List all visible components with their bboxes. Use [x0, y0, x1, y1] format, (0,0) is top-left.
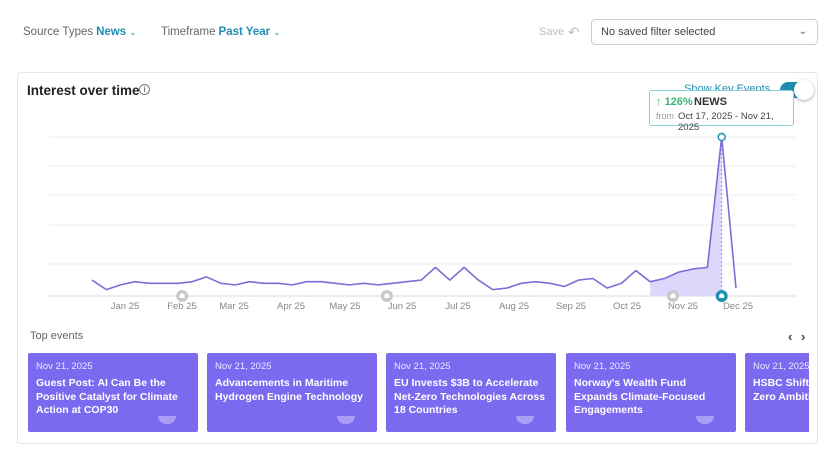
toggle-knob[interactable]	[794, 80, 814, 100]
panel-title: Interest over time	[27, 83, 140, 98]
x-tick-label: Oct 25	[613, 301, 641, 312]
x-tick-label: Dec 25	[723, 301, 753, 312]
source-types-value: News	[96, 26, 127, 38]
tooltip-source: NEWS	[694, 96, 727, 108]
tooltip-change-value: 126%	[664, 96, 693, 108]
event-date: Nov 21, 2025	[215, 361, 272, 372]
save-button[interactable]: Save	[539, 26, 565, 38]
event-date: Nov 21, 2025	[36, 361, 93, 372]
chevron-right-icon[interactable]: ›	[801, 329, 806, 344]
x-tick-label: Mar 25	[219, 301, 249, 312]
event-decoration	[696, 416, 714, 424]
bell-icon-glyph	[384, 293, 390, 298]
source-types-filter[interactable]: Source Types News ⌄	[23, 26, 137, 38]
tooltip-range: Oct 17, 2025 - Nov 21, 2025	[678, 111, 774, 133]
event-card[interactable]: Nov 21, 2025 Guest Post: AI Can Be the P…	[28, 353, 198, 432]
event-card[interactable]: Nov 21, 2025 HSBC Shifts While Maintaini…	[745, 353, 809, 432]
x-tick-label: Feb 25	[167, 301, 197, 312]
interest-chart: Jan 25 Feb 25 Mar 25 Apr 25 May 25 Jun 25 Jul …	[49, 132, 796, 312]
event-title: Norway's Wealth Fund Expands Climate-Foc…	[574, 377, 706, 416]
x-tick-label: Jan 25	[111, 301, 140, 312]
chart-tooltip: ↑ 126% NEWS from Oct 17, 2025 - Nov 21, …	[649, 90, 794, 133]
bell-icon-glyph	[670, 293, 676, 298]
x-tick-label: Apr 25	[277, 301, 305, 312]
x-tick-label: Nov 25	[668, 301, 698, 312]
saved-filter-value: No saved filter selected	[601, 26, 716, 38]
chevron-down-icon: ⌄	[129, 27, 137, 37]
event-card[interactable]: Nov 21, 2025 Advancements in Maritime Hy…	[207, 353, 377, 432]
timeframe-value: Past Year	[218, 26, 271, 38]
x-tick-label: Jul 25	[445, 301, 470, 312]
source-types-label: Source Types	[23, 26, 94, 38]
interest-over-time-panel: Interest over time i Show Key Events Jan…	[17, 72, 818, 444]
tooltip-change: ↑ 126%	[656, 96, 693, 108]
event-title: Guest Post: AI Can Be the Positive Catal…	[36, 377, 178, 416]
top-events-title: Top events	[30, 330, 84, 342]
x-tick-label: Sep 25	[556, 301, 586, 312]
timeframe-label: Timeframe	[161, 26, 216, 38]
bell-icon-glyph	[179, 293, 185, 298]
filter-bar: Source Types News ⌄ Timeframe Past Year ⌄ Sa…	[0, 0, 837, 66]
x-tick-label: Aug 25	[499, 301, 529, 312]
chevron-left-icon[interactable]: ‹	[788, 329, 793, 344]
events-carousel: Nov 21, 2025 Guest Post: AI Can Be the P…	[28, 353, 809, 432]
bell-icon-glyph	[719, 293, 725, 298]
event-card[interactable]: Nov 21, 2025 Norway's Wealth Fund Expand…	[566, 353, 736, 432]
series-line	[91, 136, 737, 291]
event-title: Advancements in Maritime Hydrogen Engine…	[215, 377, 363, 403]
chevron-down-icon: ⌄	[798, 26, 807, 37]
event-date: Nov 21, 2025	[574, 361, 631, 372]
event-title: HSBC Shifts While Maintaining Zero Ambit…	[753, 377, 809, 403]
timeframe-filter[interactable]: Timeframe Past Year ⌄	[161, 26, 281, 38]
tooltip-from-label: from	[656, 111, 674, 121]
event-date: Nov 21, 2025	[394, 361, 451, 372]
x-tick-label: May 25	[329, 301, 360, 312]
event-card[interactable]: Nov 21, 2025 EU Invests $3B to Accelerat…	[386, 353, 556, 432]
saved-filter-select[interactable]: No saved filter selected ⌄	[591, 19, 818, 45]
event-decoration	[337, 416, 355, 424]
peak-point	[717, 132, 726, 142]
info-icon[interactable]: i	[139, 84, 150, 95]
chevron-down-icon: ⌄	[273, 27, 281, 37]
event-title: EU Invests $3B to Accelerate Net-Zero Te…	[394, 377, 546, 416]
x-tick-label: Jun 25	[388, 301, 417, 312]
event-date: Nov 21, 2025	[753, 361, 809, 372]
highlight-area	[650, 137, 722, 296]
undo-icon[interactable]: ↶	[568, 24, 580, 40]
event-decoration	[158, 416, 176, 424]
event-decoration	[516, 416, 534, 424]
